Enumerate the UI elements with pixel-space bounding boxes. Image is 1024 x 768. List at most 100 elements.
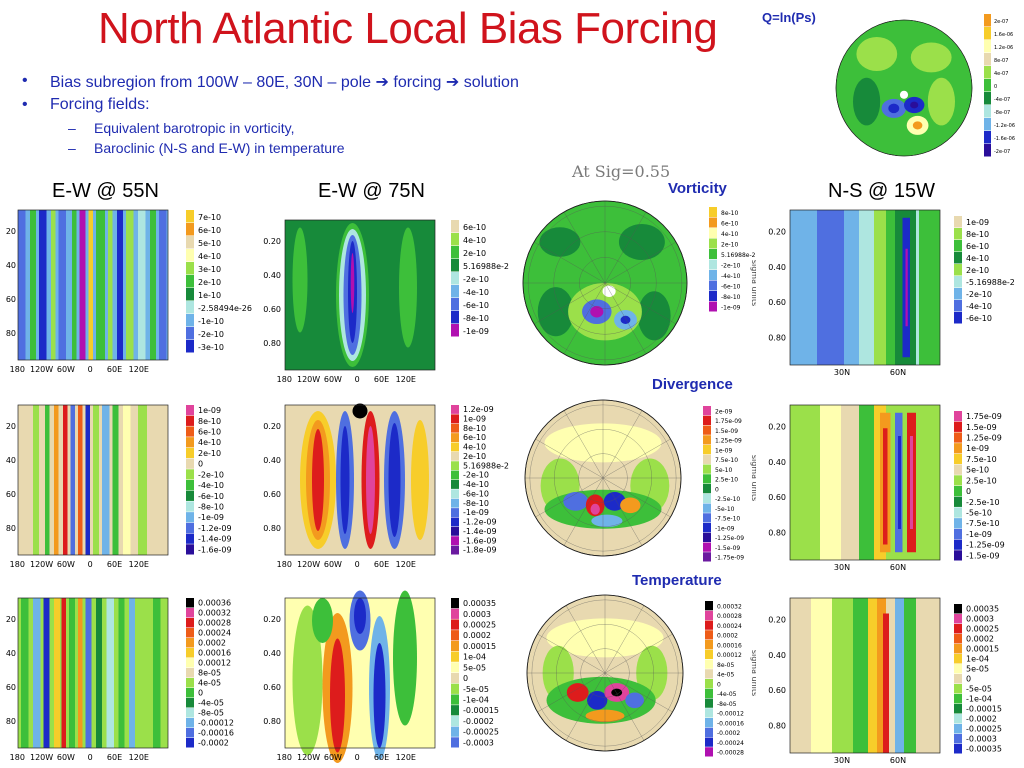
ew75-div-ytick: 0.40: [263, 456, 281, 465]
ew75-vor-xtick: 60W: [324, 375, 342, 384]
panel-ew55-vor: 20 40 60 80 180 120W 60W 0 60E 120E 7e-10 6e-10 5e-1…: [6, 209, 252, 374]
ns15-div-ytick: 0.60: [768, 493, 786, 502]
ns15-xtick: 30N: [834, 563, 850, 571]
legend-div55-swatch: [186, 544, 194, 555]
subbullet-baroclinic: – Baroclinic (N-S and E-W) in temperature: [68, 140, 345, 156]
legend-temp15-label: 5e-05: [966, 665, 989, 674]
ns15-vor-ytick: 0.40: [768, 263, 786, 272]
legend-temp15-swatch: [954, 664, 962, 674]
legend-temp55-label: -0.0002: [198, 739, 229, 748]
legend-div55-swatch: [186, 522, 194, 534]
legend-vormap-swatch: [709, 270, 717, 280]
legend-temp55-swatch: [186, 648, 194, 658]
legend-temp15-label: 0.00035: [966, 605, 999, 614]
legend-div55-swatch: [186, 415, 194, 426]
q-legend-label: -8e-07: [994, 110, 1010, 116]
legend-div75-label: -8e-10: [463, 499, 489, 508]
legend-div75-label: -6e-10: [463, 489, 489, 498]
ew75-div-contour: [340, 426, 350, 534]
legend-divmap-swatch: [703, 454, 711, 464]
legend-temp55-swatch: [186, 638, 194, 648]
legend-divmap-label: 2.5e-10: [715, 477, 738, 484]
legend-div75-label: 1.2e-09: [463, 405, 494, 414]
legend-vor75-label: -8e-10: [463, 314, 489, 323]
legend-tempmap-label: -0.0002: [717, 730, 740, 737]
legend-temp15-swatch: [954, 684, 962, 694]
legend-temp15-swatch: [954, 674, 962, 684]
ns15-vor-stripe: [817, 210, 844, 365]
legend-vor55-swatch: [186, 249, 194, 262]
legend-vor15-label: 8e-10: [966, 230, 989, 239]
ew55-temp-stripe: [78, 598, 83, 748]
legend-div75-swatch: [451, 470, 459, 480]
q-legend-label: 8e-07: [994, 58, 1008, 64]
q-map-contour: [888, 103, 900, 114]
legend-divmap-swatch: [703, 503, 711, 513]
legend-divmap-label: 1.25e-09: [715, 438, 742, 445]
ew55-vor-xtick: 180: [10, 365, 25, 374]
meridian: [563, 477, 604, 546]
legend-div75-label: -4e-10: [463, 480, 489, 489]
ew55-div-ytick: 20: [6, 422, 16, 431]
legend-temp15-label: -0.0003: [966, 735, 997, 744]
ew55-vor-stripe: [108, 210, 113, 360]
legend-divmap-swatch: [703, 435, 711, 445]
ns15-temp-stripe: [811, 598, 832, 753]
legend-temp75-swatch: [451, 705, 459, 716]
sigma-axis-text: sigma units: [750, 650, 756, 696]
panel-ew55-temp: 20 40 60 80 180 120W 60W 0 60E 120E 0.000360.00032…: [6, 597, 234, 762]
legend-div15-swatch: [954, 496, 962, 507]
legend-div15-swatch: [954, 550, 962, 561]
ns15-vor-ytick: 0.20: [768, 228, 786, 237]
q-legend-swatch: [984, 105, 991, 118]
legend-temp15-swatch: [954, 604, 962, 614]
legend-div75-label: -1.4e-09: [463, 527, 497, 536]
legend-vor55-swatch: [186, 327, 194, 340]
legend-div55-swatch: [186, 501, 194, 512]
legend-temp55-swatch: [186, 618, 194, 628]
meridian: [602, 438, 671, 479]
legend-vor55-label: 4e-10: [198, 252, 221, 261]
polar-frame: [526, 594, 684, 752]
legend-div15-label: 2.5e-10: [966, 476, 997, 485]
legend-vormap-label: -1e-09: [721, 304, 741, 311]
sigma-level-label: At Sig=0.55: [572, 162, 671, 181]
ew55-div-stripe: [138, 405, 147, 555]
legend-temp55-label: 0.00028: [198, 619, 231, 628]
ew55-div-xtick: 120W: [30, 560, 53, 569]
sigma-axis-text: sigma units: [750, 455, 756, 501]
legend-vor55-swatch: [186, 314, 194, 327]
ew75-div-xtick: 0: [355, 560, 360, 569]
ns15-xtick: 60N: [890, 756, 906, 764]
ew75-temp-ytick: 0.80: [263, 717, 281, 726]
legend-temp75-swatch: [451, 715, 459, 727]
ew55-temp-xtick: 120W: [30, 753, 53, 762]
meridian: [563, 211, 606, 284]
legend-vor55-label: -1e-10: [198, 317, 224, 326]
legend-tempmap-swatch: [705, 640, 713, 650]
legend-vor55-label: 7e-10: [198, 213, 221, 222]
panel-ew55-div: 20 40 60 80 180 120W 60W 0 60E 120E 1e-09 8e-106e-1…: [6, 404, 232, 569]
q-map-contour: [910, 42, 952, 73]
legend-temp55-label: 8e-05: [198, 669, 221, 678]
legend-div75-swatch: [451, 461, 459, 471]
legend-vormap-swatch: [709, 238, 717, 249]
legend-tempmap-swatch: [705, 679, 713, 689]
q-legend-label: 1.6e-06: [994, 32, 1013, 38]
legend-vor75-swatch: [451, 298, 459, 311]
sigma-axis-label: sigma units: [750, 650, 756, 696]
legend-vor55-swatch: [186, 223, 194, 236]
legend-vor75-swatch: [451, 311, 459, 324]
ew75-div-contour: [388, 423, 401, 537]
legend-temp15-swatch: [954, 634, 962, 644]
legend-vor55-swatch: [186, 262, 194, 275]
ns15-div-stripe: [910, 436, 913, 529]
ew75-div-contour: [366, 426, 375, 534]
column-head-ew55: E-W @ 55N: [52, 180, 159, 202]
meridian: [604, 282, 677, 325]
legend-div55-label: 4e-10: [198, 438, 221, 447]
legend-div15-label: -7.5e-10: [966, 519, 1000, 528]
legend-vor15-swatch: [954, 288, 962, 300]
legend-temp55-swatch: [186, 608, 194, 618]
legend-divmap-label: 7.5e-10: [715, 457, 738, 464]
